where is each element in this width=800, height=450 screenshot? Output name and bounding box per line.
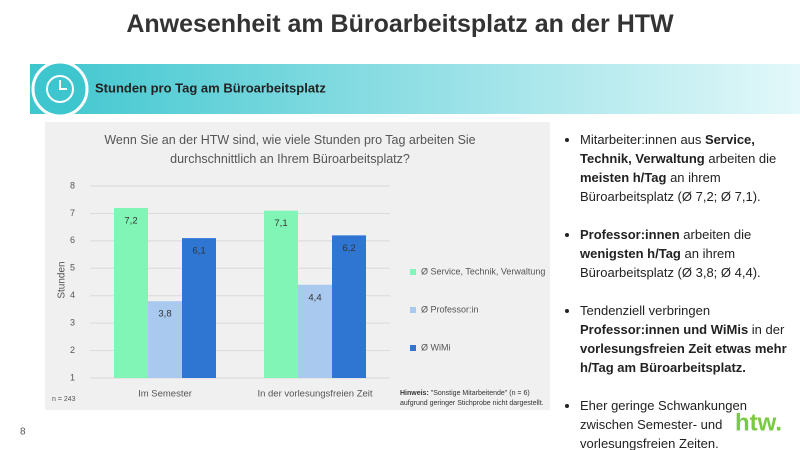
bullet-text: in der xyxy=(748,322,785,337)
bullet-text: Eher geringe Schwankungen zwischen Semes… xyxy=(580,398,747,450)
bullet-text: Service, Technik, Verwaltung xyxy=(580,132,755,166)
y-tick-label: 5 xyxy=(70,263,75,273)
y-tick-label: 2 xyxy=(70,345,75,355)
legend-swatch xyxy=(410,345,416,351)
bullet-text: Professor:innen und WiMis xyxy=(580,322,749,337)
legend-swatch xyxy=(410,307,416,313)
bullet-list: Mitarbeiter:innen aus Service, Technik, … xyxy=(560,130,800,450)
bullet-text: wenigsten h/Tag xyxy=(580,246,681,261)
bar xyxy=(264,210,298,378)
y-axis-label: Stunden xyxy=(57,261,68,298)
value-label: 3,8 xyxy=(158,309,171,320)
bullet-text: an ihrem Büroarbeitsplatz (Ø 3,8; Ø 4,4)… xyxy=(580,246,761,280)
clock-hands xyxy=(59,80,67,90)
clock-icon xyxy=(46,75,74,103)
bullet-text: an ihrem Büroarbeitsplatz (Ø 7,2; Ø 7,1)… xyxy=(580,170,761,204)
bullet: Professor:innen arbeiten die wenigsten h… xyxy=(580,225,800,282)
y-tick-label: 7 xyxy=(70,208,75,218)
y-tick-label: 6 xyxy=(70,235,75,245)
page-number: 8 xyxy=(20,427,26,438)
bar xyxy=(114,207,148,378)
legend-label: Ø Service, Technik, Verwaltung xyxy=(421,266,545,276)
bullet: Mitarbeiter:innen aus Service, Technik, … xyxy=(580,130,800,206)
slide-title: Anwesenheit am Büroarbeitsplatz an der H… xyxy=(126,10,674,38)
bullet-text: arbeiten die xyxy=(704,151,777,166)
bar xyxy=(182,238,216,378)
bar xyxy=(298,284,332,378)
banner-text: Stunden pro Tag am Büroarbeitsplatz xyxy=(95,80,326,95)
value-label: 6,2 xyxy=(342,243,355,254)
logo: htw. xyxy=(735,409,782,436)
x-tick-label: In der vorlesungsfreien Zeit xyxy=(257,389,372,400)
bar xyxy=(148,301,182,378)
x-tick-label: Im Semester xyxy=(138,389,192,400)
banner xyxy=(30,64,800,114)
bar xyxy=(332,235,366,378)
legend-swatch xyxy=(410,269,416,275)
y-tick-label: 1 xyxy=(70,372,75,382)
bullet-text: Mitarbeiter:innen aus xyxy=(580,132,706,147)
bullet: Tendenziell verbringen Professor:innen u… xyxy=(580,301,800,377)
note-text: Hinweis: xyxy=(400,390,429,397)
chart-note: Hinweis: "Sonstige Mitarbeitende" (n = 6… xyxy=(400,389,550,409)
y-tick-label: 4 xyxy=(70,290,75,300)
bullet: Eher geringe Schwankungen zwischen Semes… xyxy=(580,396,800,450)
value-label: 7,2 xyxy=(124,215,137,226)
bullet-text: meisten h/Tag xyxy=(580,170,667,185)
legend-label: Ø WiMi xyxy=(421,342,451,352)
bullet-text: vorlesungsfreien Zeit etwas mehr h/Tag a… xyxy=(580,341,787,375)
chart-title: Wenn Sie an der HTW sind, wie viele Stun… xyxy=(104,133,476,166)
sample-size: n = 243 xyxy=(52,396,76,403)
bullet-text: Tendenziell verbringen xyxy=(580,303,711,318)
legend-label: Ø Professor:in xyxy=(421,304,479,314)
bullet-text: Professor:innen xyxy=(580,227,680,242)
value-label: 4,4 xyxy=(308,292,321,303)
value-label: 7,1 xyxy=(274,218,287,229)
y-tick-label: 3 xyxy=(70,318,75,328)
note-text: "Sonstige Mitarbeitende" (n = 6) aufgrun… xyxy=(400,390,544,407)
value-label: 6,1 xyxy=(192,246,205,257)
bullet-text: arbeiten die xyxy=(679,227,752,242)
y-tick-label: 8 xyxy=(70,180,75,190)
